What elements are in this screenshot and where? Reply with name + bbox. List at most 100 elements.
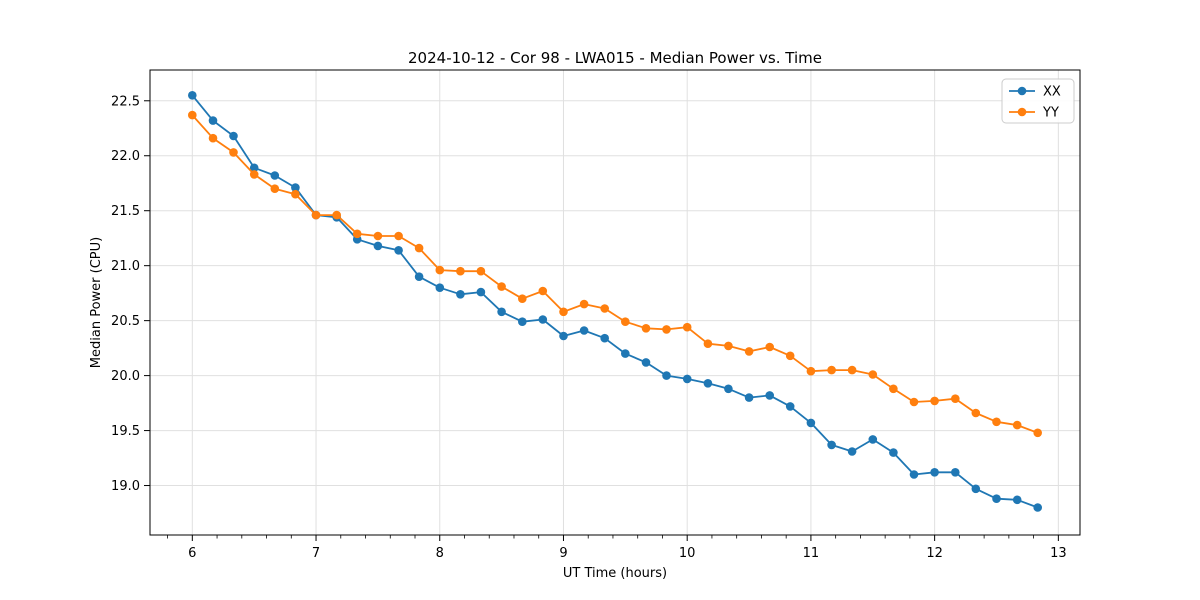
series-yy-point <box>621 317 630 327</box>
series-yy-point <box>332 210 342 220</box>
series-xx-point <box>249 163 259 173</box>
series-xx-point <box>806 418 816 428</box>
series-xx-point <box>724 384 733 394</box>
series-xx-point <box>559 331 568 341</box>
legend-marker <box>1017 86 1027 96</box>
series-xx-point <box>497 307 506 317</box>
series-xx-point <box>868 435 878 444</box>
y-tick-label: 19.5 <box>111 424 140 439</box>
series-xx-point <box>229 131 238 141</box>
series-yy-point <box>992 417 1001 427</box>
series-yy-point <box>414 243 424 253</box>
series-xx-point <box>476 287 486 297</box>
x-tick-label: 9 <box>559 546 567 561</box>
series-yy-point <box>373 231 383 241</box>
series-xx-point <box>785 402 795 411</box>
series-xx-point <box>600 333 609 343</box>
y-tick-label: 20.5 <box>111 314 140 329</box>
series-xx-point <box>394 246 403 255</box>
series-xx-point <box>208 116 218 125</box>
series-xx-point <box>662 371 671 380</box>
series-xx-point <box>909 470 919 479</box>
series-yy-line <box>191 114 1039 434</box>
series-yy-point <box>868 370 878 379</box>
series-yy-point <box>971 408 981 418</box>
x-tick-label: 8 <box>436 546 444 561</box>
y-tick-label: 22.0 <box>111 149 140 164</box>
series-yy-point <box>456 266 465 276</box>
y-tick-label: 19.0 <box>111 479 140 494</box>
series-yy-point <box>682 322 692 332</box>
series-yy-point <box>579 299 589 309</box>
series-xx-point <box>414 272 424 282</box>
axes-layer: 6 7 8 9 10 11 12 13 19.0 19.5 20.0 20.5 21.0 21.5 22.0… <box>111 69 1081 561</box>
series-yy-point <box>1033 428 1042 438</box>
legend-entry-label: YY <box>1042 106 1059 121</box>
series-yy-point <box>229 148 238 157</box>
series-xx-point <box>703 379 713 388</box>
series-yy-point <box>847 365 857 375</box>
grid-layer <box>150 70 1080 535</box>
series-xx-point <box>641 358 651 367</box>
y-tick-label: 21.0 <box>111 259 140 274</box>
series-xx-point <box>456 290 465 299</box>
series-xx-line <box>191 94 1039 509</box>
x-tick-label: 11 <box>803 546 820 561</box>
series-yy-point <box>476 266 486 276</box>
series-xx-point <box>744 393 754 402</box>
series-xx-point <box>682 374 692 384</box>
series-yy-point <box>497 282 506 291</box>
series-yy-point <box>600 304 609 313</box>
series-yy-point <box>249 170 259 179</box>
y-axis-label: Median Power (CPU) <box>89 237 104 368</box>
series-yy-point <box>909 397 919 407</box>
series-xx-point <box>951 468 960 477</box>
legend-box <box>1001 78 1075 124</box>
y-tick-label: 21.5 <box>111 204 140 219</box>
y-tick-label: 22.5 <box>111 94 140 109</box>
series-yy-point <box>208 133 218 143</box>
series-layer <box>188 91 1042 512</box>
series-yy-point <box>518 294 527 304</box>
series-yy-point <box>435 265 445 275</box>
series-yy-point <box>188 110 197 120</box>
series-yy-point <box>951 394 960 404</box>
series-yy-point <box>352 229 362 239</box>
series-xx-point <box>270 171 280 180</box>
x-tick-label: 13 <box>1050 546 1067 561</box>
series-xx-point <box>188 91 197 100</box>
series-xx-point <box>930 468 939 477</box>
chart-title: 2024-10-12 - Cor 98 - LWA015 - Median Po… <box>408 49 822 67</box>
series-yy-point <box>765 342 774 352</box>
series-xx-point <box>373 241 383 251</box>
series-xx-point <box>518 317 527 327</box>
series-yy-point <box>394 231 403 241</box>
series-yy-point <box>827 365 836 375</box>
legend: XX YY <box>1001 78 1075 124</box>
x-tick-label: 12 <box>926 546 943 561</box>
series-yy-point <box>889 384 898 394</box>
series-xx-point <box>621 349 630 358</box>
series-xx-point <box>992 494 1001 504</box>
series-yy-point <box>311 210 321 220</box>
series-yy-point <box>806 366 816 376</box>
series-xx-point <box>971 484 981 494</box>
series-xx-point <box>538 315 548 324</box>
series-xx-point <box>1012 495 1022 505</box>
series-yy-point <box>662 325 671 334</box>
series-yy-point <box>703 339 713 349</box>
series-xx-point <box>435 283 445 293</box>
plot-border <box>149 69 1081 536</box>
series-yy-point <box>1012 420 1022 430</box>
series-yy-point <box>538 286 548 296</box>
legend-entry-label: XX <box>1043 85 1061 100</box>
series-yy-point <box>270 184 280 193</box>
series-yy-point <box>930 396 939 406</box>
series-yy-point <box>559 307 568 317</box>
series-xx-point <box>765 391 774 400</box>
series-xx-point <box>847 447 857 456</box>
x-axis-label: UT Time (hours) <box>563 566 667 581</box>
y-tick-label: 20.0 <box>111 369 140 384</box>
